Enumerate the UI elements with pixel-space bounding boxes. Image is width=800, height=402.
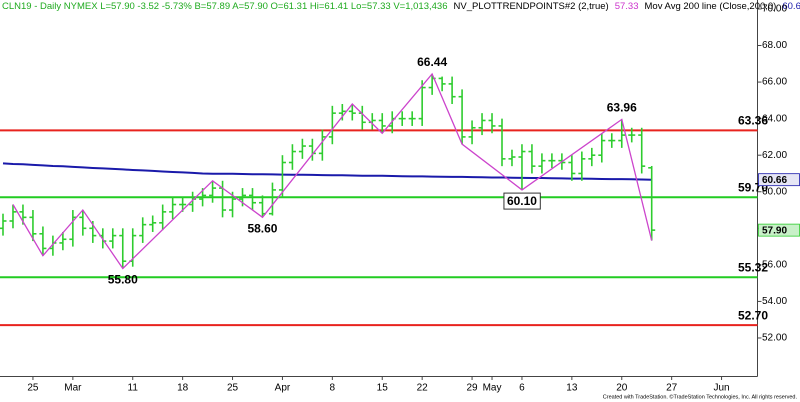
header-item: 57.33: [615, 1, 639, 12]
y-tick-label: 54.00: [762, 296, 787, 307]
ohlc-bar: [348, 104, 356, 121]
y-tick-label: 56.00: [762, 260, 787, 271]
ohlc-bar: [578, 151, 586, 181]
ohlc-bar: [159, 204, 167, 231]
ohlc-bar: [278, 155, 286, 198]
ohlc-bar: [548, 153, 556, 168]
ohlc-bar: [169, 197, 177, 220]
pivot-label: 58.60: [247, 222, 277, 236]
x-tick-label: May: [483, 383, 502, 394]
y-tick-label: 62.00: [762, 150, 787, 161]
header-item: CLN19 - Daily NYMEX L=57.90 -3.52 -5.73%…: [2, 1, 448, 12]
pivot-label: 63.96: [607, 101, 637, 115]
ohlc-bar: [418, 80, 426, 126]
ohlc-bar: [0, 213, 7, 236]
ohlc-bar: [39, 226, 47, 256]
x-tick-label: 22: [417, 383, 429, 394]
ohlc-bar: [298, 138, 306, 159]
x-tick-label: 18: [177, 383, 189, 394]
y-tick-label: 60.00: [762, 186, 787, 197]
x-tick-label: 25: [227, 383, 239, 394]
ohlc-bar: [618, 119, 626, 148]
level-label: 63.36: [738, 114, 768, 128]
level-label: 52.70: [738, 308, 768, 322]
ohlc-bar: [568, 155, 576, 181]
ohlc-bar: [438, 76, 446, 92]
ohlc-bar: [288, 144, 296, 170]
ohlc-bar: [249, 188, 256, 211]
x-tick-label: 29: [466, 383, 478, 394]
ohlc-bar: [79, 210, 87, 236]
ohlc-bar: [268, 182, 276, 216]
y-tick-label: 66.00: [762, 77, 787, 88]
ohlc-bar: [139, 217, 147, 243]
x-tick-label: Mar: [64, 383, 82, 394]
zigzag: [12, 72, 653, 270]
pivot-label: 55.80: [108, 273, 138, 287]
y-tick-label: 64.00: [762, 113, 787, 124]
ohlc-bar: [59, 231, 67, 251]
ohlc-bar: [398, 111, 406, 126]
ohlc-bar: [209, 180, 217, 203]
ohlc-bar: [119, 228, 127, 269]
x-tick-label: 15: [377, 383, 389, 394]
ohlc-bar: [478, 113, 486, 136]
ohlc-bar: [528, 144, 536, 174]
x-tick-label: 20: [616, 383, 628, 394]
header-item: 60.66: [782, 1, 800, 12]
ohlc-bar: [588, 147, 596, 167]
x-tick-label: 27: [666, 383, 678, 394]
ohlc-bar: [9, 204, 17, 229]
x-tick-label: 8: [330, 383, 336, 394]
x-tick-label: 25: [27, 383, 39, 394]
price-badge-label: 57.90: [762, 225, 787, 236]
pivot-box: [503, 192, 541, 210]
x-tick-label: 6: [519, 383, 525, 394]
ohlc-bar: [608, 133, 616, 148]
ohlc-bar: [448, 76, 456, 105]
ohlc-bar: [109, 228, 117, 249]
pivot-label: 66.44: [417, 55, 447, 69]
ohlc-bar: [638, 127, 646, 174]
ohlc-bar: [318, 129, 326, 161]
header-item: Mov Avg 200 line (Close,200,0): [645, 1, 777, 12]
chart-header: CLN19 - Daily NYMEX L=57.90 -3.52 -5.73%…: [2, 1, 800, 12]
x-tick-label: Apr: [275, 383, 291, 394]
level-label: 55.32: [738, 260, 768, 274]
footer: Created with TradeStation. ©TradeStation…: [603, 393, 798, 400]
ohlc-bar: [328, 105, 336, 145]
ohlc-bar: [458, 89, 466, 145]
header-item: NV_PLOTTRENDPOINTS#2 (2,true): [454, 1, 609, 12]
pivot-label: 60.10: [507, 194, 537, 208]
ohlc-bar: [628, 127, 636, 143]
y-tick-label: 70.00: [762, 4, 787, 15]
moving-average: [2, 162, 652, 181]
x-tick-label: 13: [566, 383, 578, 394]
y-tick-label: 52.00: [762, 333, 787, 344]
x-tick-label: 11: [128, 383, 139, 394]
ohlc-bar: [468, 120, 476, 145]
ohlc-bar: [378, 113, 386, 134]
ohlc-bar: [648, 165, 656, 241]
price-badge-label: 60.66: [762, 175, 787, 186]
ohlc-bar: [508, 149, 516, 167]
ohlc-bar: [408, 111, 416, 126]
ohlc-bar: [29, 210, 37, 242]
ohlc-bar: [488, 113, 496, 134]
ohlc-bar: [498, 118, 506, 167]
ohlc-bar: [538, 153, 546, 174]
y-tick-label: 68.00: [762, 40, 787, 51]
ohlc-bar: [598, 133, 606, 163]
ohlc-bar: [518, 144, 526, 190]
x-tick-label: Jun: [713, 383, 729, 394]
ohlc-bar: [338, 104, 346, 121]
ohlc-bar: [149, 215, 157, 232]
